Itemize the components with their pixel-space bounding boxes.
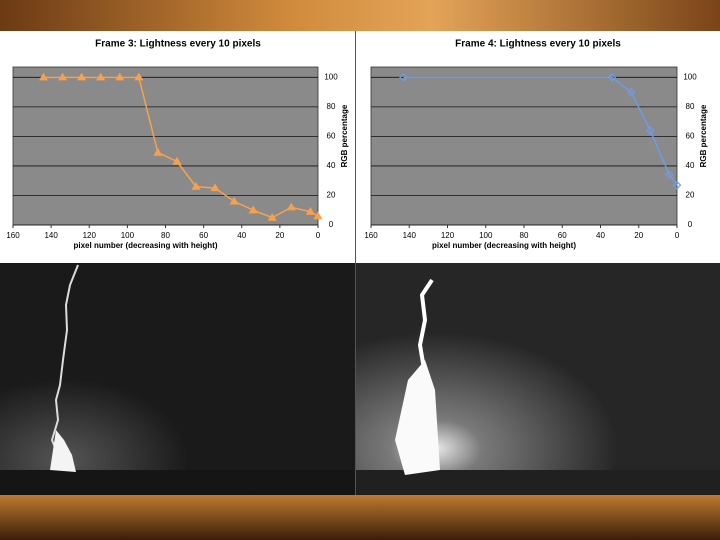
lightning-photo-right <box>356 263 720 495</box>
data-point <box>134 72 144 81</box>
x-axis-title: pixel number (decreasing with height) <box>73 241 217 250</box>
data-point <box>153 147 163 156</box>
data-point <box>665 170 674 180</box>
x-tick-label: 20 <box>275 231 284 240</box>
x-tick-label: 60 <box>199 231 208 240</box>
y-tick-label: 80 <box>686 102 695 111</box>
data-point <box>172 156 182 165</box>
lightning-photo-left <box>0 263 355 495</box>
data-point <box>267 212 277 221</box>
data-point <box>626 87 636 97</box>
plot-area <box>12 66 319 226</box>
plot-area <box>370 66 678 226</box>
y-tick-label: 0 <box>688 220 693 229</box>
x-tick-label: 20 <box>634 231 643 240</box>
sunset-top <box>0 0 720 31</box>
sunset-bottom <box>0 495 720 540</box>
y-tick-label: 80 <box>327 102 336 111</box>
x-tick-label: 160 <box>364 231 378 240</box>
data-point <box>229 196 239 205</box>
x-tick-label: 140 <box>403 231 417 240</box>
x-axis-title: pixel number (decreasing with height) <box>432 241 576 250</box>
x-tick-label: 100 <box>479 231 493 240</box>
y-tick-label: 20 <box>686 191 695 200</box>
data-point <box>248 205 258 214</box>
y-axis-title: RGB percentage <box>699 104 708 167</box>
chart-title: Frame 3: Lightness every 10 pixels <box>95 39 261 50</box>
data-point <box>607 72 617 82</box>
chart: Frame 3: Lightness every 10 pixels 0 20 40 6… <box>6 39 349 250</box>
data-point <box>672 180 682 190</box>
y-tick-label: 20 <box>327 191 336 200</box>
data-point <box>77 72 87 81</box>
x-tick-label: 0 <box>316 231 321 240</box>
x-tick-label: 80 <box>520 231 529 240</box>
y-tick-label: 60 <box>686 132 695 141</box>
data-point <box>399 72 408 82</box>
data-point <box>58 72 68 81</box>
y-tick-label: 40 <box>686 161 695 170</box>
x-tick-label: 40 <box>596 231 605 240</box>
data-line <box>43 76 319 219</box>
y-tick-label: 100 <box>683 72 697 81</box>
data-point <box>96 72 106 81</box>
x-tick-label: 160 <box>6 231 20 240</box>
y-tick-label: 0 <box>329 220 334 229</box>
x-tick-label: 0 <box>675 231 680 240</box>
y-tick-label: 40 <box>327 161 336 170</box>
divider <box>355 31 356 495</box>
data-point <box>645 126 655 135</box>
data-point <box>210 183 220 192</box>
x-tick-label: 120 <box>83 231 97 240</box>
data-point <box>286 202 296 211</box>
chart: Frame 4: Lightness every 10 pixels 0 20 40 6… <box>364 39 708 250</box>
x-tick-label: 40 <box>237 231 246 240</box>
chart-title: Frame 4: Lightness every 10 pixels <box>455 39 621 50</box>
y-tick-label: 60 <box>327 132 336 141</box>
x-tick-label: 140 <box>44 231 58 240</box>
x-tick-label: 60 <box>558 231 567 240</box>
x-tick-label: 120 <box>441 231 455 240</box>
y-tick-label: 100 <box>324 72 338 81</box>
data-point <box>305 207 315 215</box>
x-tick-label: 80 <box>161 231 170 240</box>
y-axis-title: RGB percentage <box>340 104 349 167</box>
data-point <box>191 181 201 190</box>
data-point <box>115 72 125 81</box>
x-tick-label: 100 <box>121 231 135 240</box>
data-point <box>38 72 49 81</box>
data-point <box>313 211 323 220</box>
